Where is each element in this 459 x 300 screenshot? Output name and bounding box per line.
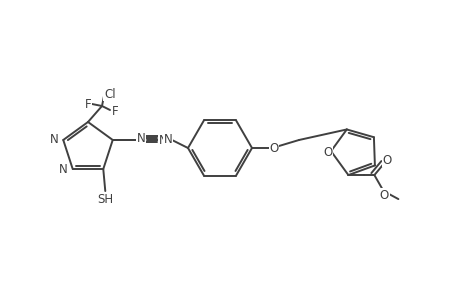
Text: N: N (136, 133, 145, 146)
Text: SH: SH (97, 193, 113, 206)
Text: O: O (269, 142, 278, 154)
Text: F: F (84, 98, 91, 110)
Text: F: F (112, 104, 118, 118)
Text: O: O (379, 189, 388, 202)
Text: N: N (137, 133, 146, 146)
Text: N: N (163, 134, 172, 146)
Text: N: N (158, 134, 167, 148)
Text: Cl: Cl (104, 88, 115, 100)
Text: N: N (59, 163, 67, 176)
Text: N: N (50, 134, 58, 146)
Text: O: O (382, 154, 391, 166)
Text: O: O (323, 146, 332, 159)
